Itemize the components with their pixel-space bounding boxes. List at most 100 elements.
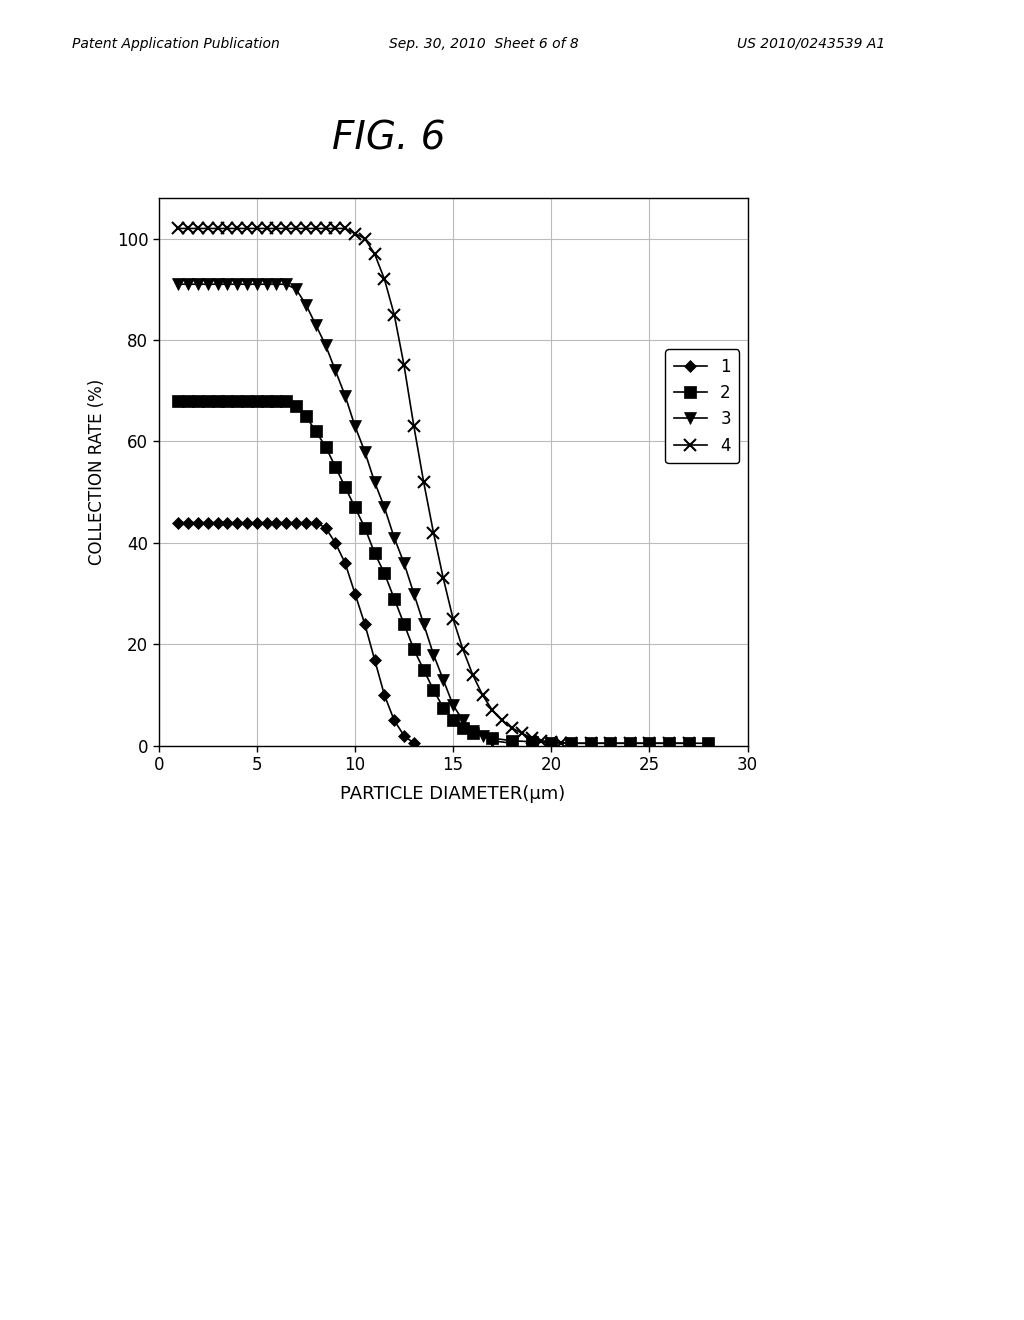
1 — [281, 515, 293, 531]
Y-axis label: COLLECTION RATE (%): COLLECTION RATE (%) — [88, 379, 105, 565]
2 — [643, 735, 655, 751]
1 — [270, 515, 283, 531]
2 — [525, 734, 538, 750]
2 — [270, 393, 283, 409]
2 — [682, 735, 694, 751]
4 — [202, 220, 214, 236]
4 — [663, 735, 675, 751]
3 — [231, 276, 244, 292]
3 — [427, 647, 439, 663]
4 — [682, 735, 694, 751]
2 — [467, 725, 479, 741]
1 — [191, 515, 204, 531]
3 — [457, 713, 469, 729]
1 — [300, 515, 312, 531]
1 — [182, 515, 195, 531]
2 — [221, 393, 233, 409]
3 — [182, 276, 195, 292]
2 — [398, 616, 411, 632]
4 — [476, 688, 488, 704]
2 — [369, 545, 381, 561]
3 — [388, 529, 400, 545]
4 — [437, 570, 450, 586]
3 — [467, 722, 479, 738]
3 — [172, 276, 184, 292]
1 — [369, 652, 381, 668]
4 — [555, 735, 567, 751]
1 — [398, 727, 411, 743]
4 — [290, 220, 302, 236]
1 — [241, 515, 253, 531]
1 — [231, 515, 244, 531]
2 — [565, 735, 578, 751]
4 — [339, 220, 351, 236]
4 — [536, 733, 548, 748]
2 — [202, 393, 214, 409]
4 — [330, 220, 342, 236]
3 — [309, 317, 322, 333]
Line: 4: 4 — [172, 222, 695, 750]
4 — [585, 735, 597, 751]
4 — [457, 642, 469, 657]
1 — [319, 520, 332, 536]
3 — [378, 499, 390, 515]
3 — [358, 444, 371, 459]
2 — [545, 735, 557, 751]
4 — [211, 220, 223, 236]
2 — [358, 520, 371, 536]
4 — [349, 226, 361, 242]
3 — [290, 281, 302, 297]
Text: Sep. 30, 2010  Sheet 6 of 8: Sep. 30, 2010 Sheet 6 of 8 — [389, 37, 579, 51]
1 — [221, 515, 233, 531]
4 — [281, 220, 293, 236]
4 — [182, 220, 195, 236]
1 — [260, 515, 272, 531]
2 — [437, 700, 450, 715]
Legend: 1, 2, 3, 4: 1, 2, 3, 4 — [666, 350, 739, 463]
2 — [446, 713, 459, 729]
4 — [467, 667, 479, 682]
4 — [427, 525, 439, 541]
3 — [221, 276, 233, 292]
4 — [446, 611, 459, 627]
1 — [309, 515, 322, 531]
4 — [486, 702, 499, 718]
2 — [330, 459, 342, 475]
2 — [624, 735, 636, 751]
3 — [369, 474, 381, 490]
2 — [290, 399, 302, 414]
3 — [202, 276, 214, 292]
1 — [202, 515, 214, 531]
1 — [251, 515, 263, 531]
3 — [191, 276, 204, 292]
4 — [516, 725, 528, 741]
4 — [251, 220, 263, 236]
1 — [290, 515, 302, 531]
4 — [643, 735, 655, 751]
4 — [545, 734, 557, 750]
4 — [496, 713, 508, 729]
2 — [378, 565, 390, 581]
4 — [191, 220, 204, 236]
Text: Patent Application Publication: Patent Application Publication — [72, 37, 280, 51]
3 — [437, 672, 450, 688]
1 — [339, 556, 351, 572]
2 — [418, 661, 430, 677]
4 — [309, 220, 322, 236]
2 — [585, 735, 597, 751]
2 — [241, 393, 253, 409]
2 — [309, 424, 322, 440]
4 — [358, 231, 371, 247]
4 — [260, 220, 272, 236]
3 — [398, 556, 411, 572]
1 — [358, 616, 371, 632]
2 — [172, 393, 184, 409]
4 — [418, 474, 430, 490]
3 — [300, 297, 312, 313]
2 — [339, 479, 351, 495]
3 — [260, 276, 272, 292]
4 — [525, 730, 538, 746]
2 — [506, 733, 518, 748]
Text: FIG. 6: FIG. 6 — [333, 120, 445, 157]
2 — [427, 682, 439, 698]
